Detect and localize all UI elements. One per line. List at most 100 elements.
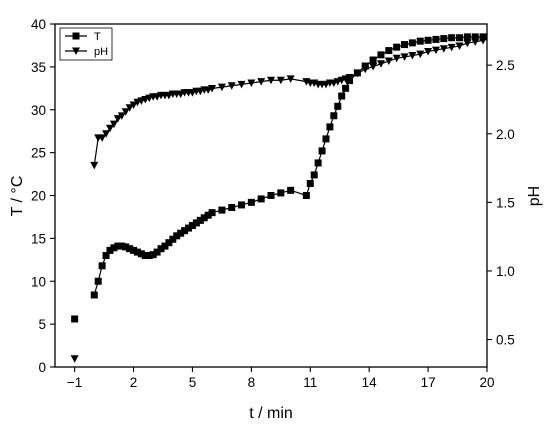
series-ph-point [471, 38, 480, 46]
series-t-point [310, 171, 318, 179]
series-t-point [228, 204, 236, 212]
left-y-axis-ticks: 0 5 10 15 20 25 30 35 40 [31, 17, 55, 375]
series-t-point [238, 201, 246, 209]
series-t-point [188, 222, 196, 230]
series-t-point [185, 224, 193, 232]
series-ph-point [369, 63, 378, 71]
series-t-point [161, 242, 169, 250]
series-t-point [173, 232, 181, 240]
x-tick-label: 5 [189, 375, 197, 390]
series-t-point [130, 246, 138, 254]
series-ph-point [431, 46, 440, 55]
x-tick-label: 8 [248, 375, 256, 390]
series-ph-point [384, 57, 393, 66]
right-y-axis-title: pH [526, 186, 543, 206]
series-t-point [122, 243, 130, 251]
series-ph-point [227, 82, 236, 90]
x-tick-label: 2 [130, 375, 138, 390]
left-y-tick-label: 35 [31, 60, 46, 75]
series-t-point [200, 214, 208, 222]
legend-marker-t [72, 32, 80, 40]
left-y-tick-label: 15 [31, 231, 46, 246]
series-t-point [318, 147, 326, 155]
series-t-point [393, 43, 401, 51]
series-t-point [471, 33, 479, 41]
series-ph-point [400, 53, 409, 61]
series-ph-point [392, 54, 401, 63]
left-y-tick-label: 10 [31, 274, 46, 289]
series-ph-point [345, 74, 354, 82]
series-t-point [306, 179, 314, 187]
series-ph-point [109, 120, 118, 129]
series-t-point [141, 252, 149, 260]
series-ph-point [416, 50, 425, 59]
right-y-tick-label: 2.0 [496, 127, 515, 142]
right-y-tick-label: 2.5 [496, 58, 515, 73]
legend-box [59, 27, 113, 61]
left-y-tick-label: 20 [31, 189, 46, 204]
series-t-point [277, 189, 285, 197]
series-ph-point [125, 104, 134, 112]
series-t-point [385, 47, 393, 55]
series-t-point [208, 209, 216, 217]
series-t-point [114, 242, 122, 250]
series-t-point [218, 206, 226, 214]
series-ph-line [93, 39, 484, 166]
series-ph-point [276, 76, 285, 85]
series-ph-point [70, 355, 79, 363]
series-t-point [424, 36, 432, 44]
x-tick-label: 17 [421, 375, 436, 390]
legend: T pH [59, 27, 113, 61]
series-t-point [106, 246, 114, 254]
legend-label-ph: pH [94, 46, 108, 58]
series-t-point [377, 51, 385, 59]
series-t-point [408, 39, 416, 47]
series-t-point [71, 315, 79, 323]
series-t-point [326, 123, 334, 131]
series-ph [70, 36, 488, 363]
series-ph-point [113, 115, 122, 123]
series-t-point [448, 34, 456, 42]
series-t-point [181, 227, 189, 235]
right-y-tick-label: 0.5 [496, 333, 515, 348]
series-ph-point [353, 69, 362, 78]
series-ph-point [463, 39, 472, 48]
series-t-point [102, 252, 110, 260]
series-t-point [157, 245, 165, 253]
x-tick-label: 20 [479, 375, 494, 390]
series-t-point [126, 245, 134, 253]
series-t-point [257, 195, 265, 203]
series-t-point [416, 37, 424, 45]
series-t-point [133, 248, 141, 256]
series-t-point [177, 229, 185, 237]
left-y-tick-label: 0 [38, 360, 46, 375]
series-ph-point [117, 112, 126, 120]
series-t-point [94, 277, 102, 285]
series-t-point [401, 41, 409, 49]
series-t-point [165, 239, 173, 247]
series-t-point [342, 84, 350, 92]
series-t [71, 33, 487, 323]
series-ph-point [208, 84, 217, 93]
series-ph-point [90, 161, 99, 170]
series-ph-point [105, 124, 114, 133]
series-ph-point [121, 108, 130, 116]
series-ph-point [424, 47, 433, 56]
legend-label-t: T [94, 31, 101, 43]
series-t-point [267, 192, 275, 199]
series-t-point [192, 219, 200, 227]
series-t-point [314, 159, 322, 167]
series-ph-point [98, 134, 107, 142]
left-y-axis-title: T / °C [9, 176, 26, 217]
x-tick-label: 11 [303, 375, 317, 390]
x-tick-label: −1 [67, 375, 82, 390]
series-t-point [110, 244, 118, 252]
series-t-point [287, 186, 295, 194]
series-t-point [169, 235, 177, 243]
series-ph-point [376, 60, 385, 68]
series-t-point [334, 102, 342, 110]
series-t-point [145, 252, 153, 260]
series-ph-point [267, 76, 275, 85]
series-t-point [330, 112, 338, 120]
